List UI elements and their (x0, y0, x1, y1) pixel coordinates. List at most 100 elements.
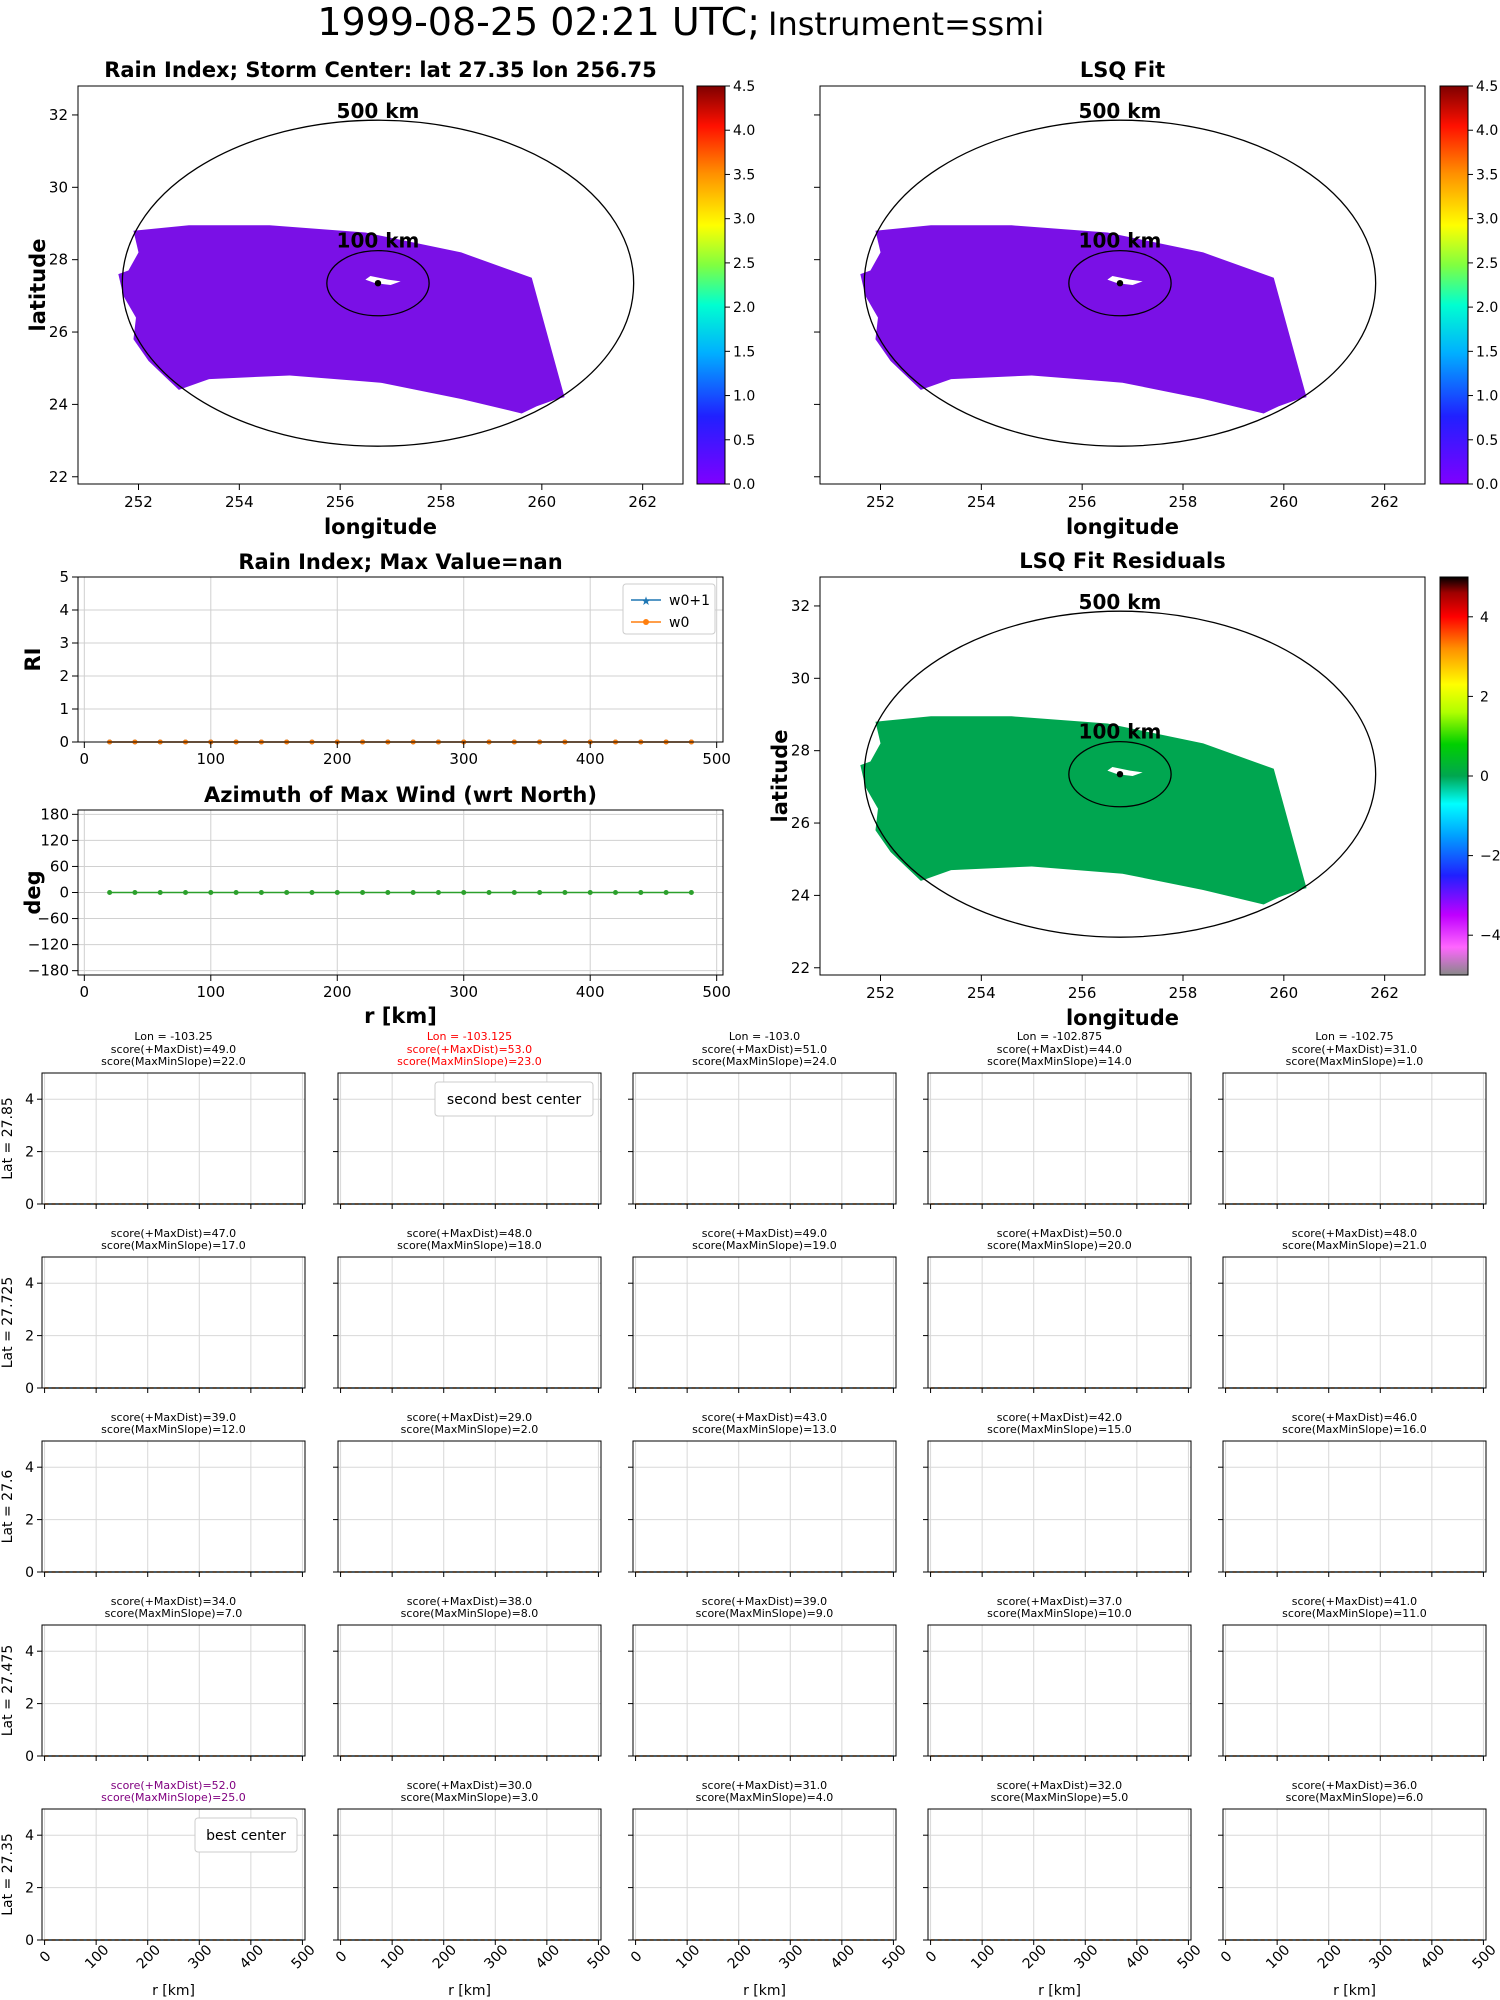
candidate-panel: 0 100 200 300 400 500 score(+MaxDist)=36.0scor… (1218, 1779, 1500, 1999)
x-tick-label: 254 (967, 493, 996, 511)
y-tick-label: 4 (25, 1644, 34, 1660)
x-tick-label: 500 (702, 983, 731, 1001)
data-point (638, 890, 644, 895)
y-tick-label: 1 (59, 700, 69, 718)
x-tick-label: 100 (196, 983, 225, 1001)
y-tick-label: 2 (25, 1329, 34, 1345)
plot-frame (1222, 1256, 1487, 1389)
x-tick-label: 200 (725, 1942, 755, 1972)
plot-frame (41, 1624, 306, 1757)
colorbar-tick-label: 0 (1480, 769, 1489, 785)
candidate-panel: 0 100 200 300 400 500 score(+MaxDist)=31.0scor… (628, 1779, 910, 1999)
colorbar-tick-label: 0.5 (1476, 433, 1498, 449)
x-axis-label: longitude (324, 515, 437, 539)
candidate-panel: score(+MaxDist)=48.0score(MaxMinSlope)=1… (333, 1227, 602, 1393)
rain-swath (118, 225, 565, 414)
range-ring-label: 100 km (1079, 229, 1162, 253)
x-axis-label: longitude (1066, 515, 1179, 539)
range-ring-500km (121, 119, 635, 447)
x-tick-label: 200 (1315, 1942, 1345, 1972)
colorbar-tick-label: 3.0 (1476, 212, 1498, 228)
storm-center-marker (374, 279, 382, 287)
x-tick-label: 252 (866, 493, 895, 511)
swath-gap (365, 275, 401, 285)
candidate-panel: 0 2 4 score(+MaxDist)=34.0score(MaxMinSlope… (0, 1595, 306, 1765)
x-tick-label: 400 (828, 1942, 858, 1972)
y-axis-label: RI (21, 648, 45, 672)
y-tick-label: 2 (25, 1881, 34, 1897)
panel-score-maxminslope: score(MaxMinSlope)=9.0 (696, 1607, 834, 1620)
panel-score-maxdist: score(+MaxDist)=36.0 (1292, 1779, 1417, 1792)
swath-gap (1107, 766, 1143, 776)
range-ring-label: 500 km (1079, 99, 1162, 123)
x-tick-label: 400 (576, 750, 605, 768)
panel-score-maxdist: score(+MaxDist)=50.0 (997, 1227, 1122, 1240)
y-tick-label: 28 (49, 251, 68, 269)
panel-score-maxdist: score(+MaxDist)=39.0 (111, 1411, 236, 1424)
range-ring-label: 500 km (337, 99, 420, 123)
legend-marker (643, 619, 649, 625)
plot-frame (41, 1808, 306, 1941)
panel-score-maxdist: score(+MaxDist)=42.0 (997, 1411, 1122, 1424)
plot-frame (1222, 1808, 1487, 1941)
row-lat-label: Lat = 27.475 (0, 1645, 16, 1737)
data-point (258, 890, 264, 895)
x-tick-label: 300 (185, 1942, 215, 1972)
panel-score-maxminslope: score(MaxMinSlope)=24.0 (692, 1055, 837, 1068)
plot-frame (77, 576, 724, 743)
x-tick-label: 400 (533, 1942, 563, 1972)
data-point (537, 890, 543, 895)
x-tick-label: 0 (37, 1948, 55, 1966)
plot-frame (927, 1440, 1192, 1573)
x-tick-label: 258 (1169, 984, 1198, 1002)
data-point (107, 890, 113, 895)
profile-panels: 0 100 200 300 400 500 0 1 2 3 4 5 Rain Index; Max Va… (21, 550, 731, 1028)
candidate-panel: score(+MaxDist)=50.0score(MaxMinSlope)=2… (923, 1227, 1192, 1393)
y-tick-label: 120 (40, 831, 69, 849)
colorbar-tick-label: 2.5 (733, 256, 755, 272)
colorbar-tick-label: 2 (1480, 689, 1489, 705)
y-tick-label: 0 (25, 1197, 34, 1213)
y-tick-label: 22 (791, 959, 810, 977)
panel-score-maxminslope: score(MaxMinSlope)=18.0 (397, 1239, 542, 1252)
data-point (208, 890, 214, 895)
panel-score-maxminslope: score(MaxMinSlope)=19.0 (692, 1239, 837, 1252)
panel-score-maxdist: score(+MaxDist)=47.0 (111, 1227, 236, 1240)
candidate-panel: score(+MaxDist)=49.0score(MaxMinSlope)=1… (628, 1227, 897, 1393)
x-axis-label: r [km] (1038, 1983, 1081, 1999)
y-tick-label: 4 (25, 1092, 34, 1108)
y-tick-label: 32 (791, 597, 810, 615)
x-tick-label: 200 (430, 1942, 460, 1972)
candidate-panel: 0 2 4 score(+MaxDist)=39.0score(MaxMinSlope… (0, 1411, 306, 1581)
panel-score-maxminslope: score(MaxMinSlope)=11.0 (1282, 1607, 1427, 1620)
plot-frame (632, 1624, 897, 1757)
y-axis-label: deg (21, 870, 45, 914)
candidate-panel: 0 2 4 score(+MaxDist)=47.0score(MaxMinSlope… (0, 1227, 306, 1397)
colorbar-tick-label: 4.5 (1476, 79, 1498, 95)
data-point (562, 890, 568, 895)
x-tick-label: 300 (449, 983, 478, 1001)
x-tick-label: 300 (481, 1942, 511, 1972)
panel-score-maxminslope: score(MaxMinSlope)=10.0 (987, 1607, 1132, 1620)
x-tick-label: 260 (528, 493, 557, 511)
x-tick-label: 400 (1123, 1942, 1153, 1972)
range-ring-label: 500 km (1079, 590, 1162, 614)
x-axis-label: r [km] (364, 1004, 437, 1028)
data-point (284, 890, 290, 895)
candidate-panel: 0 100 200 300 400 500 score(+MaxDist)=32.0scor… (923, 1779, 1205, 1999)
x-axis-label: r [km] (743, 1983, 786, 1999)
figure-title: 1999-08-25 02:21 UTC; (317, 0, 760, 44)
panel-score-maxminslope: score(MaxMinSlope)=4.0 (696, 1791, 834, 1804)
plot-frame (41, 1440, 306, 1573)
map-title: LSQ Fit (1080, 58, 1165, 82)
y-tick-label: 4 (59, 601, 69, 619)
panel-score-maxminslope: score(MaxMinSlope)=5.0 (991, 1791, 1129, 1804)
panel-score-maxdist: score(+MaxDist)=49.0 (702, 1227, 827, 1240)
x-tick-label: 200 (1020, 1942, 1050, 1972)
x-tick-label: 258 (1169, 493, 1198, 511)
panel-score-maxminslope: score(MaxMinSlope)=7.0 (105, 1607, 243, 1620)
y-tick-label: 2 (25, 1697, 34, 1713)
candidate-panel: Lon = -103.0score(+MaxDist)=51.0score(Ma… (628, 1030, 897, 1209)
x-tick-label: 0 (80, 983, 90, 1001)
